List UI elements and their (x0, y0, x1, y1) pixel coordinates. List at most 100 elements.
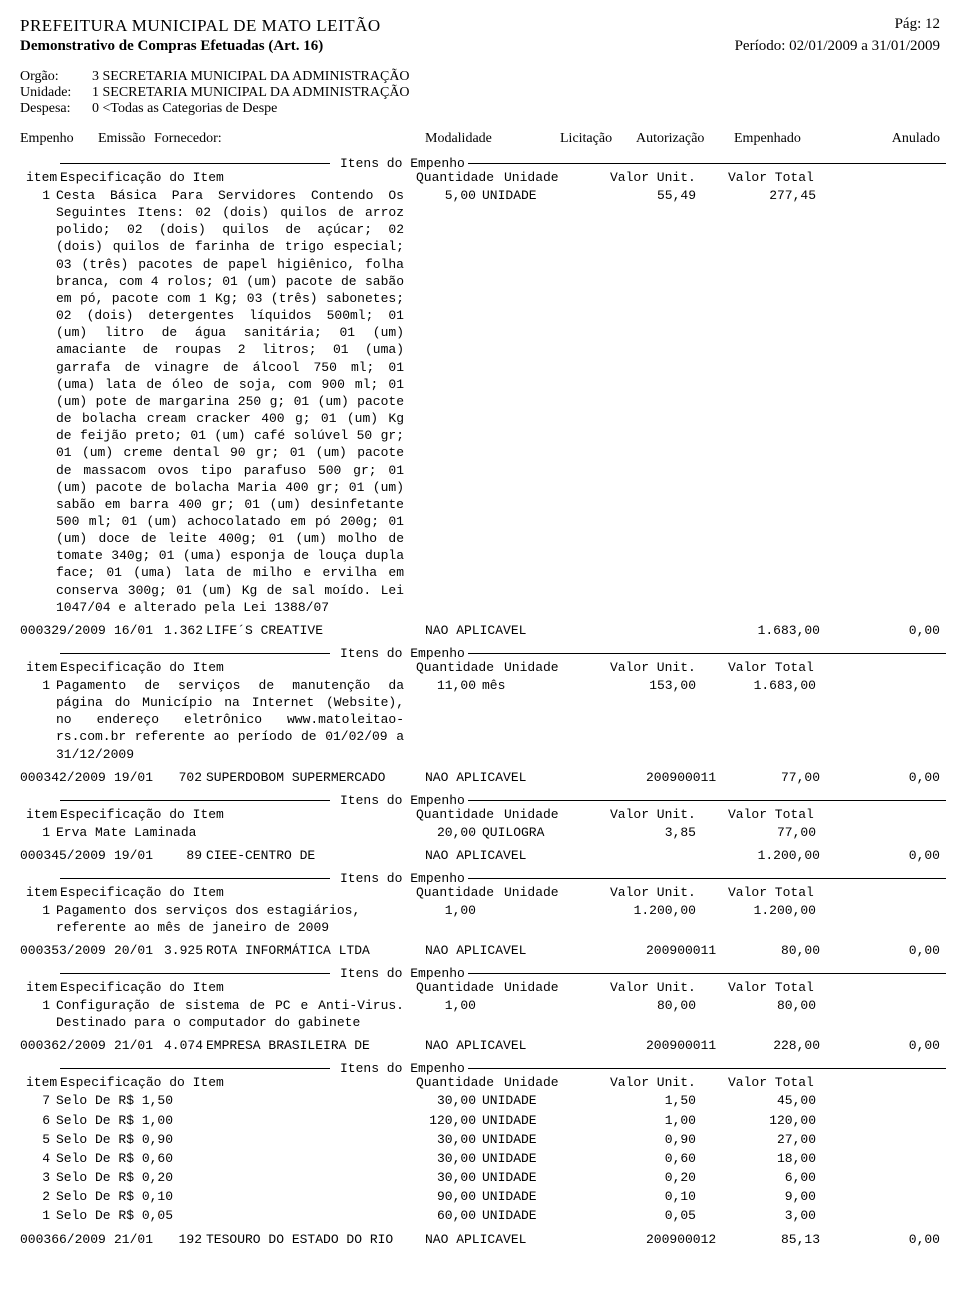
empenho-num: 000342/2009 (20, 769, 106, 786)
item-vt: 1.200,00 (696, 902, 816, 936)
item-row: 1 Configuração de sistema de PC e Anti-V… (20, 997, 940, 1031)
report-header: PREFEITURA MUNICIPAL DE MATO LEITÃO Pág:… (20, 16, 940, 36)
item-vu: 55,49 (556, 187, 696, 616)
col-item: item (26, 169, 57, 186)
col-qtd: Quantidade (416, 659, 494, 676)
col-empenhado: Empenhado (734, 131, 801, 147)
empenho-emissao: 19/01 (114, 769, 153, 786)
item-vu: 0,60 (556, 1150, 696, 1167)
empenho-cod: 1.362 (164, 622, 202, 639)
empenho-cod: 3.925 (164, 942, 202, 959)
item-qty: 30,00 (404, 1169, 476, 1186)
empenho-anulado: 0,00 (909, 847, 940, 864)
col-vu: Valor Unit. (610, 979, 696, 996)
item-row: 1 Pagamento de serviços de manutenção da… (20, 677, 940, 763)
divider (60, 973, 330, 974)
empenho-anulado: 0,00 (909, 769, 940, 786)
items-section-header: Itens do Empenho item Especificação do I… (20, 1058, 940, 1090)
empenho-cod: 192 (164, 1231, 202, 1248)
empenho-fornecedor: SUPERDOBOM SUPERMERCADO (206, 769, 385, 786)
empenho-fornecedor: CIEE-CENTRO DE (206, 847, 315, 864)
col-vu: Valor Unit. (610, 884, 696, 901)
item-vt: 277,45 (696, 187, 816, 616)
item-row: 6 Selo De R$ 1,00 120,00 UNIDADE 1,00 12… (20, 1112, 940, 1129)
empenho-num: 000345/2009 (20, 847, 106, 864)
col-espec: Especificação do Item (60, 1074, 224, 1091)
empenho-anulado: 0,00 (909, 1037, 940, 1054)
item-vt: 80,00 (696, 997, 816, 1031)
divider (468, 1068, 946, 1069)
despesa-label: Despesa: (20, 101, 92, 117)
empenho-modalidade: NAO APLICAVEL (425, 1231, 526, 1248)
item-num: 1 (20, 997, 56, 1031)
col-qtd: Quantidade (416, 884, 494, 901)
item-spec: Selo De R$ 0,20 (56, 1169, 404, 1186)
col-vt: Valor Total (728, 806, 814, 823)
unidade-label: Unidade: (20, 85, 92, 101)
empenho-modalidade: NAO APLICAVEL (425, 622, 526, 639)
col-unidade: Unidade (504, 169, 559, 186)
col-vu: Valor Unit. (610, 1074, 696, 1091)
items-section-header: Itens do Empenho item Especificação do I… (20, 868, 940, 900)
item-spec: Pagamento dos serviços dos estagiários, … (56, 902, 404, 936)
empenho-num: 000362/2009 (20, 1037, 106, 1054)
items-section-header: Itens do Empenho item Especificação do I… (20, 963, 940, 995)
item-qty: 60,00 (404, 1207, 476, 1224)
item-spec: Selo De R$ 1,00 (56, 1112, 404, 1129)
item-num: 5 (20, 1131, 56, 1148)
item-unit: QUILOGRA (476, 824, 556, 841)
empenho-autorizacao: 200900011 (646, 942, 716, 959)
empenho-anulado: 0,00 (909, 1231, 940, 1248)
col-espec: Especificação do Item (60, 169, 224, 186)
item-unit (476, 902, 556, 936)
item-unit: UNIDADE (476, 1150, 556, 1167)
item-qty: 1,00 (404, 902, 476, 936)
empenho-anulado: 0,00 (909, 942, 940, 959)
empenho-empenhado: 80,00 (740, 942, 820, 959)
col-vt: Valor Total (728, 169, 814, 186)
item-unit: UNIDADE (476, 187, 556, 616)
item-qty: 30,00 (404, 1150, 476, 1167)
item-vu: 0,10 (556, 1188, 696, 1205)
item-qty: 120,00 (404, 1112, 476, 1129)
empenho-cod: 89 (164, 847, 202, 864)
empenho-modalidade: NAO APLICAVEL (425, 1037, 526, 1054)
item-vt: 9,00 (696, 1188, 816, 1205)
empenho-empenhado: 77,00 (740, 769, 820, 786)
empenho-empenhado: 228,00 (740, 1037, 820, 1054)
empenho-fornecedor: TESOURO DO ESTADO DO RIO (206, 1231, 393, 1248)
divider (468, 800, 946, 801)
divider (468, 653, 946, 654)
item-spec: Pagamento de serviços de manutenção da p… (56, 677, 404, 763)
col-item: item (26, 1074, 57, 1091)
empenho-row: 000353/2009 20/01 3.925 ROTA INFORMÁTICA… (20, 942, 940, 959)
empenho-emissao: 19/01 (114, 847, 153, 864)
items-section-header: Itens do Empenho item Especificação do I… (20, 643, 940, 675)
item-qty: 90,00 (404, 1188, 476, 1205)
empenho-cod: 702 (164, 769, 202, 786)
item-row: 1 Cesta Básica Para Servidores Contendo … (20, 187, 940, 616)
item-row: 7 Selo De R$ 1,50 30,00 UNIDADE 1,50 45,… (20, 1092, 940, 1109)
prefeitura-title: PREFEITURA MUNICIPAL DE MATO LEITÃO (20, 16, 381, 36)
empenho-emissao: 21/01 (114, 1231, 153, 1248)
empenho-emissao: 16/01 (114, 622, 153, 639)
item-num: 1 (20, 902, 56, 936)
empenho-autorizacao: 200900012 (646, 1231, 716, 1248)
col-espec: Especificação do Item (60, 806, 224, 823)
item-spec: Selo De R$ 0,05 (56, 1207, 404, 1224)
item-vt: 18,00 (696, 1150, 816, 1167)
col-unidade: Unidade (504, 884, 559, 901)
empenho-empenhado: 1.683,00 (740, 622, 820, 639)
item-unit: UNIDADE (476, 1169, 556, 1186)
entries-container: Itens do Empenho item Especificação do I… (20, 153, 940, 1248)
divider (60, 800, 330, 801)
empenho-num: 000329/2009 (20, 622, 106, 639)
col-modalidade: Modalidade (425, 131, 492, 147)
empenho-fornecedor: ROTA INFORMÁTICA LTDA (206, 942, 370, 959)
divider (60, 878, 330, 879)
col-item: item (26, 979, 57, 996)
col-unidade: Unidade (504, 979, 559, 996)
periodo-label: Período: 02/01/2009 a 31/01/2009 (735, 38, 940, 55)
col-autorizacao: Autorização (636, 131, 704, 147)
item-spec: Selo De R$ 0,90 (56, 1131, 404, 1148)
